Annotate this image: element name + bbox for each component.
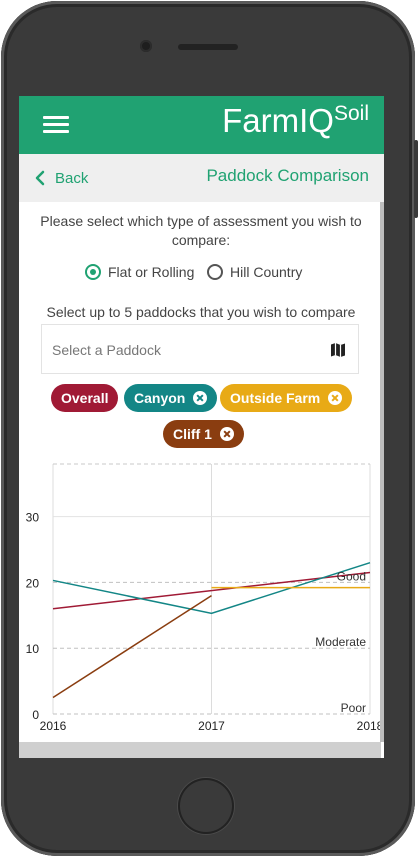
page-title: Paddock Comparison — [206, 166, 369, 185]
comparison-chart: 0 10 20 30 2016 2017 2018 Good Moderate Poor — [26, 463, 381, 733]
series-line — [52, 561, 371, 615]
assessment-prompt: Please select which type of assessment y… — [40, 213, 362, 248]
paddock-select-placeholder: Select a Paddock — [52, 342, 161, 358]
home-button[interactable] — [178, 778, 234, 834]
app-screen: FarmIQSoil Back Paddock Comparison Pleas… — [19, 96, 384, 758]
brand-superscript: Soil — [333, 102, 369, 125]
remove-icon[interactable] — [219, 427, 234, 441]
sub-header: Back Paddock Comparison — [19, 154, 384, 202]
front-camera — [140, 40, 152, 52]
radio-label: Hill Country — [230, 264, 303, 280]
band-label: Good — [337, 569, 366, 583]
back-button[interactable]: Back — [35, 167, 88, 189]
remove-icon[interactable] — [328, 391, 343, 405]
brand-logo: FarmIQSoil — [222, 102, 369, 140]
x-tick-label: 2017 — [198, 719, 225, 733]
series-line — [52, 571, 371, 610]
y-tick-label: 30 — [26, 511, 40, 525]
band-label: Poor — [341, 701, 366, 715]
brand-name: FarmIQ — [222, 102, 334, 139]
horizontal-scrollbar[interactable] — [19, 742, 381, 758]
chevron-left-icon — [35, 170, 45, 186]
band-label: Moderate — [315, 635, 366, 649]
chip-label: Canyon — [134, 390, 186, 406]
radio-label: Flat or Rolling — [108, 264, 195, 280]
radio-checked-icon — [85, 264, 101, 280]
y-tick-label: 20 — [26, 576, 40, 590]
app-header: FarmIQSoil — [19, 96, 384, 154]
y-tick-label: 0 — [32, 708, 39, 722]
map-icon[interactable] — [330, 342, 346, 358]
paddock-select-label: Select up to 5 paddocks that you wish to… — [46, 304, 356, 320]
back-label: Back — [55, 169, 89, 187]
chip-label: Outside Farm — [230, 390, 321, 406]
x-tick-label: 2016 — [40, 719, 67, 733]
chip-label: Overall — [61, 390, 109, 406]
radio-hill-country[interactable]: Hill Country — [207, 264, 302, 280]
chip-overall[interactable]: Overall — [51, 384, 119, 412]
assessment-type-group: Flat or Rolling Hill Country — [19, 264, 384, 286]
chip-cliff-1[interactable]: Cliff 1 — [163, 420, 244, 448]
chip-canyon[interactable]: Canyon — [124, 384, 218, 412]
chip-label: Cliff 1 — [173, 426, 212, 442]
remove-icon[interactable] — [193, 391, 208, 405]
menu-icon[interactable] — [43, 116, 69, 134]
main-content: Please select which type of assessment y… — [19, 202, 381, 742]
radio-flat-rolling[interactable]: Flat or Rolling — [85, 264, 194, 280]
series-line — [52, 594, 212, 699]
chip-outside-farm[interactable]: Outside Farm — [220, 384, 353, 412]
radio-unchecked-icon — [207, 264, 223, 280]
x-tick-label: 2018 — [357, 719, 381, 733]
earpiece-speaker — [178, 44, 238, 50]
y-tick-label: 10 — [26, 642, 40, 656]
vertical-scrollbar[interactable] — [380, 202, 384, 742]
paddock-select[interactable]: Select a Paddock — [41, 324, 359, 374]
side-button — [414, 140, 418, 218]
